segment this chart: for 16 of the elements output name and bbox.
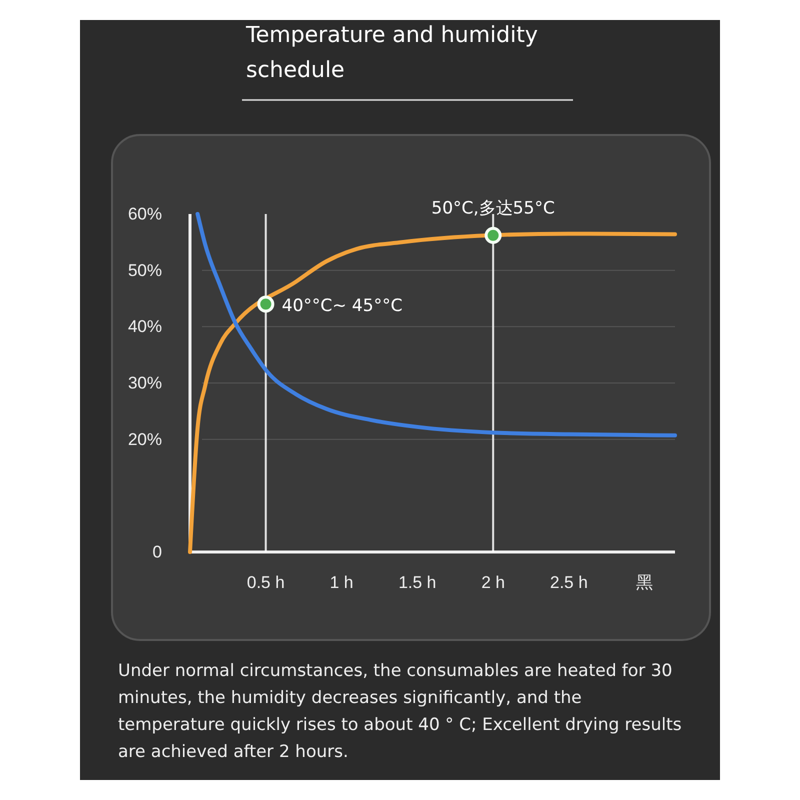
- annotation: 40°°C~ 45°°C: [282, 296, 402, 316]
- y-tick-label: 60%: [128, 204, 162, 224]
- x-tick-label: 黑: [636, 573, 654, 592]
- x-tick-label: 1 h: [330, 573, 354, 592]
- x-tick-label: 0.5 h: [246, 573, 285, 592]
- chart-title: Temperature and humidity schedule: [245, 23, 538, 83]
- x-tick-label: 2 h: [481, 573, 505, 592]
- annotation: 50°C,多达55°C: [431, 198, 555, 218]
- text: Under normal circumstances, the consumables are heated for 30 minutes, the humidity decreases significantly, and the temperature quickly rises to about 40 ° C; Excellent drying results are achieved after 2 hours.: [118, 660, 683, 764]
- y-tick-label: 30%: [128, 373, 162, 392]
- x-tick-label: 1.5 h: [398, 573, 436, 592]
- y-tick-label: 0: [152, 542, 162, 562]
- y-tick-label: 50%: [128, 260, 162, 280]
- y-tick-label: 40%: [128, 317, 162, 336]
- x-tick-label: 2.5 h: [550, 573, 588, 592]
- y-tick-label: 20%: [128, 430, 162, 449]
